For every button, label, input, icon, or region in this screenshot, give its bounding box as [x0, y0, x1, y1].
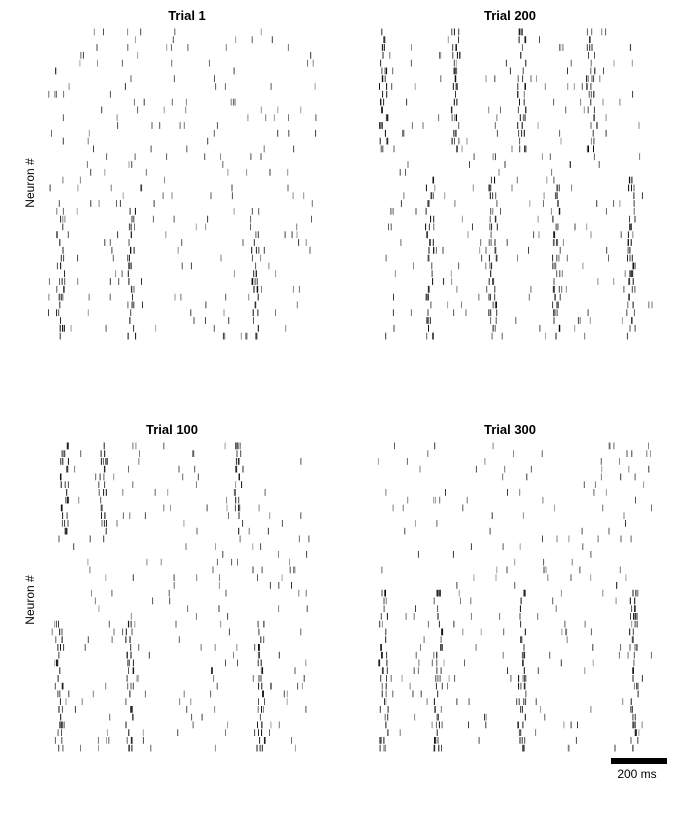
raster-trial-200: [379, 28, 653, 340]
scale-bar-line: [611, 758, 667, 764]
panel-title-trial-200: Trial 200: [484, 8, 536, 23]
raster-trial-1: [48, 28, 317, 340]
panel-title-trial-100: Trial 100: [146, 422, 198, 437]
scale-bar-label: 200 ms: [617, 767, 656, 781]
raster-trial-100: [51, 442, 310, 752]
panel-trial-100: Trial 100 Neuron #: [23, 422, 310, 752]
y-axis-label-trial-1: Neuron #: [23, 158, 37, 208]
panel-title-trial-1: Trial 1: [168, 8, 206, 23]
panel-title-trial-300: Trial 300: [484, 422, 536, 437]
scale-bar: 200 ms: [611, 758, 667, 781]
panel-trial-200: Trial 200: [379, 8, 653, 340]
panel-trial-1: Trial 1 Neuron #: [23, 8, 317, 340]
panel-trial-300: Trial 300: [377, 422, 652, 752]
raster-trial-300: [377, 442, 652, 752]
y-axis-label-trial-100: Neuron #: [23, 575, 37, 625]
